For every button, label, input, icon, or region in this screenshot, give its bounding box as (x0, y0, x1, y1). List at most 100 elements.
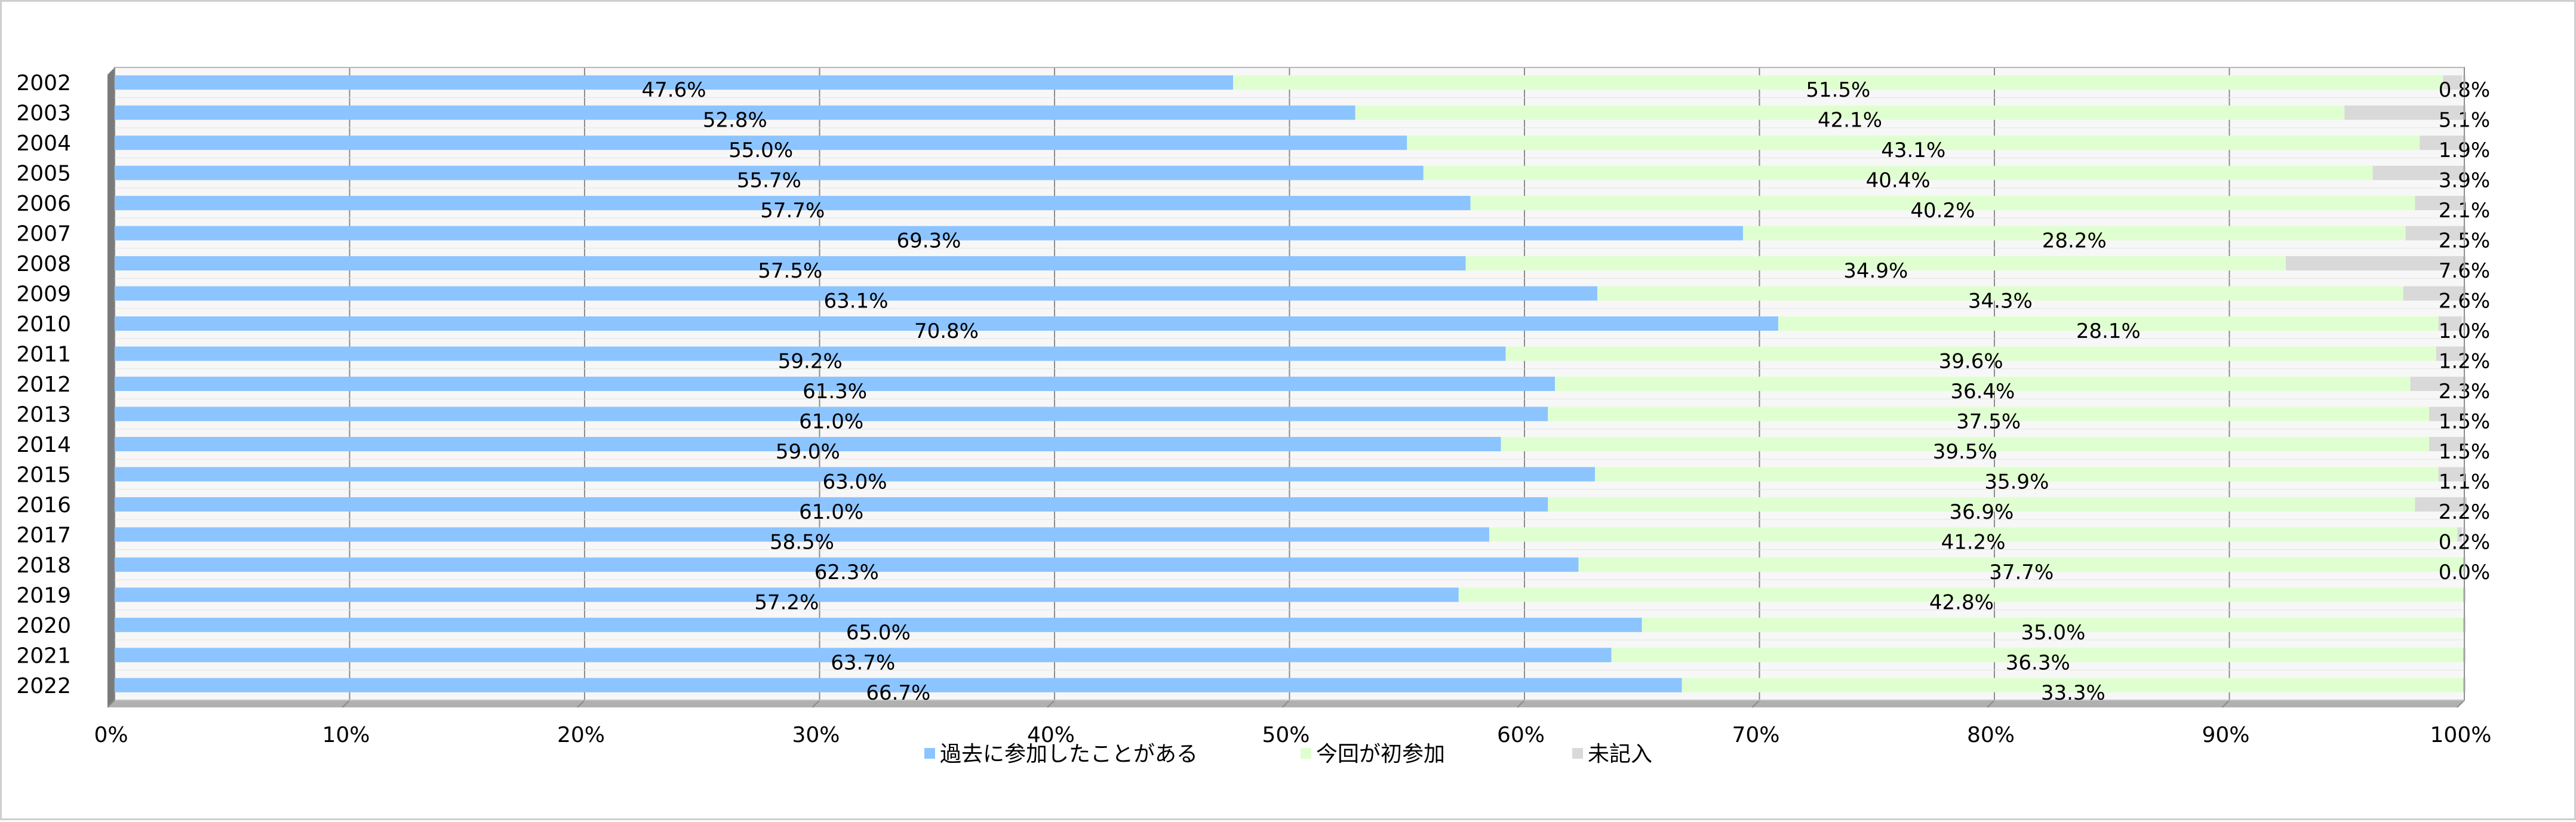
bar-segment (2443, 75, 2463, 90)
data-label: 39.5% (1933, 440, 1997, 464)
bar-segment (115, 105, 1355, 120)
data-label: 37.5% (1956, 410, 2021, 433)
gridline-depth (811, 700, 820, 708)
legend-swatch (1572, 748, 1583, 759)
bar-segment (1742, 226, 2406, 241)
data-label: 69.3% (896, 229, 961, 253)
bar-segment (1595, 467, 2439, 482)
y-tick-label: 2017 (16, 523, 71, 547)
bar-segment (115, 436, 1501, 451)
bar-segment (115, 467, 1596, 482)
data-label: 66.7% (866, 681, 930, 705)
bar-segment (2436, 346, 2464, 361)
bar-segment (1548, 497, 2415, 512)
bar-segment (2344, 105, 2464, 120)
axis-wall (107, 67, 115, 707)
bar-segment (115, 587, 1459, 602)
legend-swatch (1301, 748, 1311, 759)
legend-label: 過去に参加したことがある (940, 742, 1198, 766)
bar-segment (1505, 346, 2436, 361)
bar-segment (1355, 105, 2345, 120)
gridline-depth (2221, 700, 2230, 708)
bar-segment (1501, 436, 2429, 451)
x-tick-label: 50% (1262, 723, 1309, 747)
data-label: 42.8% (1929, 590, 1994, 614)
bar-segment (115, 226, 1743, 241)
data-label: 42.1% (1818, 109, 1882, 133)
y-tick-label: 2022 (16, 674, 71, 698)
bar-segment (115, 497, 1548, 512)
bar-segment (1465, 256, 2286, 271)
y-tick-label: 2013 (16, 402, 71, 427)
x-tick-label: 10% (322, 723, 370, 747)
legend-swatch (924, 748, 935, 759)
x-tick-label: 90% (2202, 723, 2249, 747)
data-label: 52.8% (703, 109, 767, 133)
data-label: 61.0% (799, 410, 863, 433)
y-tick-label: 2006 (16, 192, 71, 216)
data-label: 41.2% (1941, 530, 2006, 554)
gridline-depth (1047, 700, 1055, 708)
y-tick-label: 2020 (16, 614, 71, 638)
bar-segment (2415, 196, 2464, 211)
gridline-depth (1281, 700, 1290, 708)
bar-segment (1407, 136, 2420, 150)
bar-segment (1423, 165, 2373, 180)
bar-segment (115, 648, 1612, 663)
gridline-depth (107, 700, 115, 708)
bar-segment (1597, 286, 2403, 301)
y-tick-label: 2016 (16, 493, 71, 518)
data-label: 40.2% (1910, 199, 1975, 223)
bar-segment (115, 407, 1548, 421)
data-label: 62.3% (814, 561, 879, 584)
x-tick-label: 70% (1732, 723, 1779, 747)
x-tick-label: 20% (557, 723, 605, 747)
bar-segment (2438, 316, 2463, 331)
bar-segment (115, 196, 1471, 211)
bar-segment (115, 136, 1407, 150)
x-tick-label: 30% (792, 723, 840, 747)
bar-segment (2410, 377, 2464, 391)
data-label: 57.5% (758, 259, 822, 283)
bar-segment (115, 377, 1556, 391)
bar-segment (2372, 165, 2464, 180)
data-label: 47.6% (642, 78, 706, 102)
y-tick-label: 2014 (16, 433, 71, 457)
y-tick-label: 2015 (16, 463, 71, 487)
y-tick-label: 2011 (16, 343, 71, 367)
bar-segment (1778, 316, 2439, 331)
data-label: 40.4% (1866, 169, 1931, 193)
data-label: 39.6% (1939, 350, 2003, 374)
y-tick-label: 2005 (16, 162, 71, 186)
bar-segment (115, 346, 1506, 361)
data-label: 57.2% (754, 590, 819, 614)
data-label: 55.7% (737, 169, 801, 193)
data-label: 59.0% (776, 440, 840, 464)
y-tick-label: 2018 (16, 553, 71, 578)
bar-segment (1233, 75, 2443, 90)
x-tick-label: 0% (94, 723, 128, 747)
bar-segment (1578, 557, 2464, 572)
y-tick-label: 2008 (16, 252, 71, 276)
data-label: 61.0% (799, 500, 863, 524)
bar-segment (2457, 527, 2463, 542)
bar-segment (2429, 407, 2464, 421)
bar-segment (2405, 226, 2464, 241)
bar-segment (1611, 648, 2464, 663)
bar-segment (2438, 467, 2464, 482)
bar-segment (1489, 527, 2458, 542)
data-label: 63.7% (831, 651, 895, 675)
data-label: 36.4% (1950, 380, 2015, 404)
data-label: 57.7% (760, 199, 825, 223)
y-tick-label: 2004 (16, 131, 71, 156)
gridline-depth (342, 700, 351, 708)
data-label: 61.3% (803, 380, 867, 404)
data-label: 59.2% (778, 350, 843, 374)
y-tick-label: 2007 (16, 222, 71, 247)
bar-segment (115, 165, 1424, 180)
data-label: 34.9% (1843, 259, 1908, 283)
data-label: 35.0% (2021, 621, 2085, 645)
bar-segment (1641, 617, 2464, 632)
